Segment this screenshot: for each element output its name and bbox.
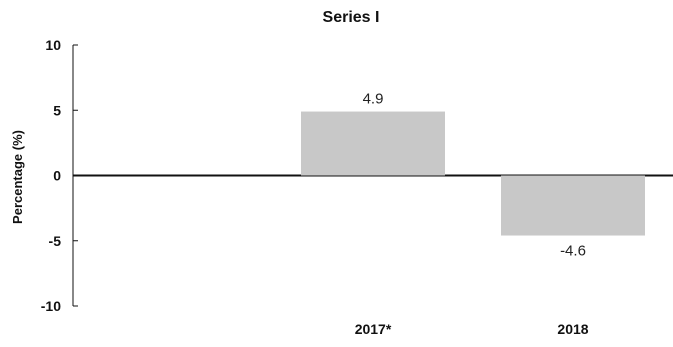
data-label: -4.6	[560, 243, 586, 260]
y-tick-label: 0	[53, 168, 61, 184]
bars	[301, 111, 645, 236]
y-tick-label: 5	[53, 102, 61, 118]
data-label: 4.9	[363, 91, 384, 108]
x-tick-label: 2017*	[355, 321, 392, 337]
x-tick-label: 2018	[557, 321, 588, 337]
chart-title: Series I	[323, 9, 380, 26]
bar	[501, 175, 645, 236]
y-tick-label: -10	[41, 298, 61, 314]
y-tick-label: 10	[45, 37, 61, 53]
y-axis-label: Percentage (%)	[10, 130, 25, 224]
bar	[301, 111, 445, 176]
data-labels: 4.9 -4.6 2017* 2018	[355, 91, 589, 337]
y-tick-label: -5	[49, 233, 62, 249]
